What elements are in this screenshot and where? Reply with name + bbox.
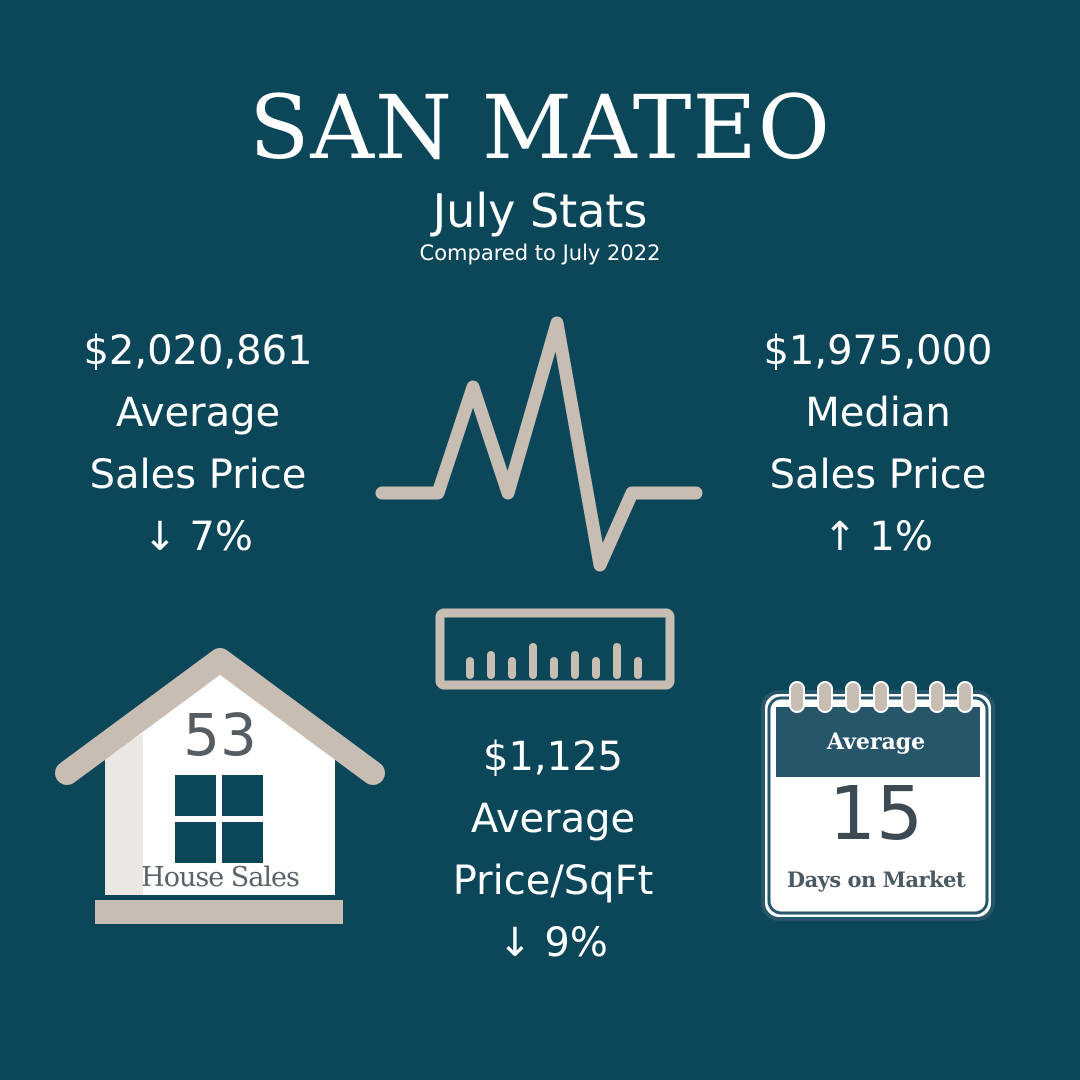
stat-label: Sales Price [89,452,307,498]
stat-label: Average [470,796,636,842]
page-subtitle: July Stats [432,184,648,238]
page-title: SAN MATEO [249,76,831,179]
stat-label: Median [805,390,951,436]
stat-value: $1,125 [483,734,623,780]
stat-value: $2,020,861 [83,328,313,374]
days-on-market-label: Days on Market [786,867,966,892]
house-sales-count: 53 [183,701,257,769]
house-sales-label: House Sales [141,862,300,893]
stat-change: ↓ 9% [498,920,608,966]
stat-change: ↓ 7% [143,514,253,560]
days-on-market-header: Average [826,729,926,755]
heartbeat-line-icon [375,316,703,572]
house-icon [55,648,385,924]
stat-median-sales-price: $1,975,000 Median Sales Price ↑ 1% [720,320,1036,568]
stat-average-sales-price: $2,020,861 Average Sales Price ↓ 7% [40,320,356,568]
ruler-icon [435,608,675,690]
stat-value: $1,975,000 [763,328,993,374]
stat-label: Sales Price [769,452,987,498]
stat-change: ↑ 1% [823,514,933,560]
stat-average-price-sqft: $1,125 Average Price/SqFt ↓ 9% [400,726,706,974]
comparison-note: Compared to July 2022 [419,241,661,265]
calendar-icon [761,681,995,921]
stat-label: Price/SqFt [452,858,654,904]
stat-label: Average [115,390,281,436]
days-on-market-value: 15 [828,771,924,857]
